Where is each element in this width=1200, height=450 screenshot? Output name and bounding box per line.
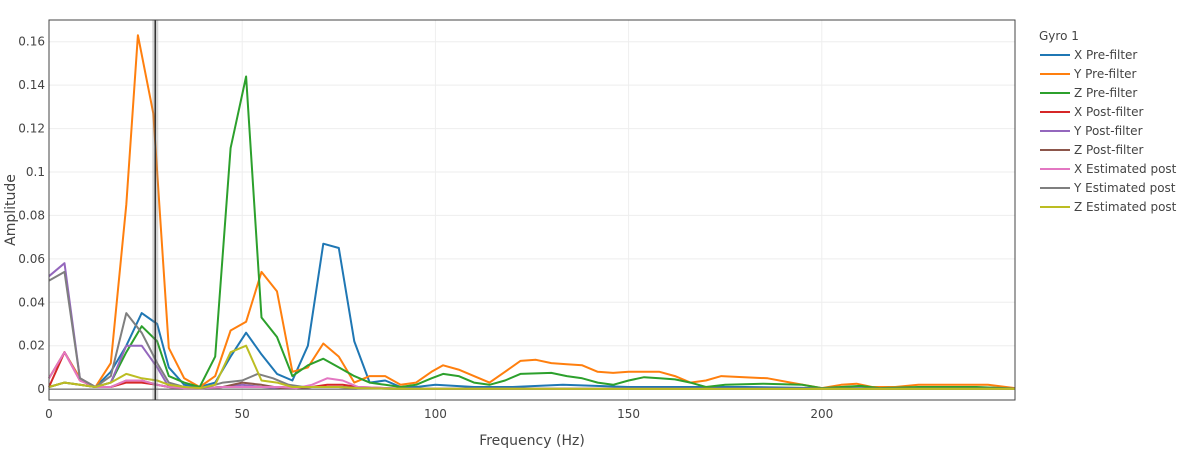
legend-item-z-post-filter[interactable]: Z Post-filter: [1040, 143, 1143, 157]
y-tick-label: 0.14: [18, 78, 45, 92]
x-tick-label: 0: [45, 407, 53, 421]
y-axis-title: Amplitude: [3, 174, 19, 246]
series-line-z-estimated-post[interactable]: [48, 344, 1015, 390]
y-tick-label: 0: [37, 382, 45, 396]
legend-label: Z Estimated post: [1074, 200, 1177, 214]
x-axis-title: Frequency (Hz): [479, 433, 585, 449]
legend-item-x-pre-filter[interactable]: X Pre-filter: [1040, 48, 1137, 62]
legend-item-x-post-filter[interactable]: X Post-filter: [1040, 105, 1143, 119]
y-tick-label: 0.12: [18, 122, 45, 136]
x-tick-label: 150: [617, 407, 640, 421]
plot-background: [49, 20, 1015, 400]
legend-label: Z Post-filter: [1074, 143, 1143, 157]
plot-frame: [48, 19, 1016, 401]
y-tick-label: 0.08: [18, 208, 45, 222]
legend-item-y-estimated-post[interactable]: Y Estimated post: [1040, 181, 1176, 195]
legend-label: Y Estimated post: [1073, 181, 1176, 195]
y-tick-label: 0.1: [26, 165, 45, 179]
x-tick-label: 100: [424, 407, 447, 421]
legend-item-y-pre-filter[interactable]: Y Pre-filter: [1040, 67, 1137, 81]
legend-label: X Estimated post: [1074, 162, 1177, 176]
legend-item-y-post-filter[interactable]: Y Post-filter: [1040, 124, 1143, 138]
legend-label: X Post-filter: [1074, 105, 1143, 119]
y-tick-label: 0.06: [18, 252, 45, 266]
series-line-z-pre-filter[interactable]: [48, 75, 1016, 390]
x-axis-ticks: 0 50 100 150 200: [45, 407, 833, 421]
x-tick-label: 50: [235, 407, 250, 421]
legend-item-x-estimated-post[interactable]: X Estimated post: [1040, 162, 1177, 176]
legend-label: Y Pre-filter: [1073, 67, 1137, 81]
legend-item-z-pre-filter[interactable]: Z Pre-filter: [1040, 86, 1137, 100]
y-tick-label: 0.16: [18, 35, 45, 49]
legend-item-z-estimated-post[interactable]: Z Estimated post: [1040, 200, 1177, 214]
legend[interactable]: Gyro 1 X Pre-filter Y Pre-filter Z Pre-fil…: [1039, 29, 1177, 214]
series-line-y-pre-filter[interactable]: [48, 34, 1016, 390]
series-layer: [48, 34, 1016, 390]
y-tick-label: 0.02: [18, 339, 45, 353]
y-axis-ticks: 0 0.02 0.04 0.06 0.08 0.1 0.12 0.14 0.16: [18, 35, 45, 396]
legend-label: Y Post-filter: [1073, 124, 1143, 138]
y-tick-label: 0.04: [18, 295, 45, 309]
series-line-x-pre-filter[interactable]: [48, 242, 1016, 390]
legend-title: Gyro 1: [1039, 29, 1079, 43]
x-tick-label: 200: [810, 407, 833, 421]
legend-label: Z Pre-filter: [1074, 86, 1137, 100]
legend-label: X Pre-filter: [1074, 48, 1137, 62]
marker-layer: [152, 20, 159, 400]
